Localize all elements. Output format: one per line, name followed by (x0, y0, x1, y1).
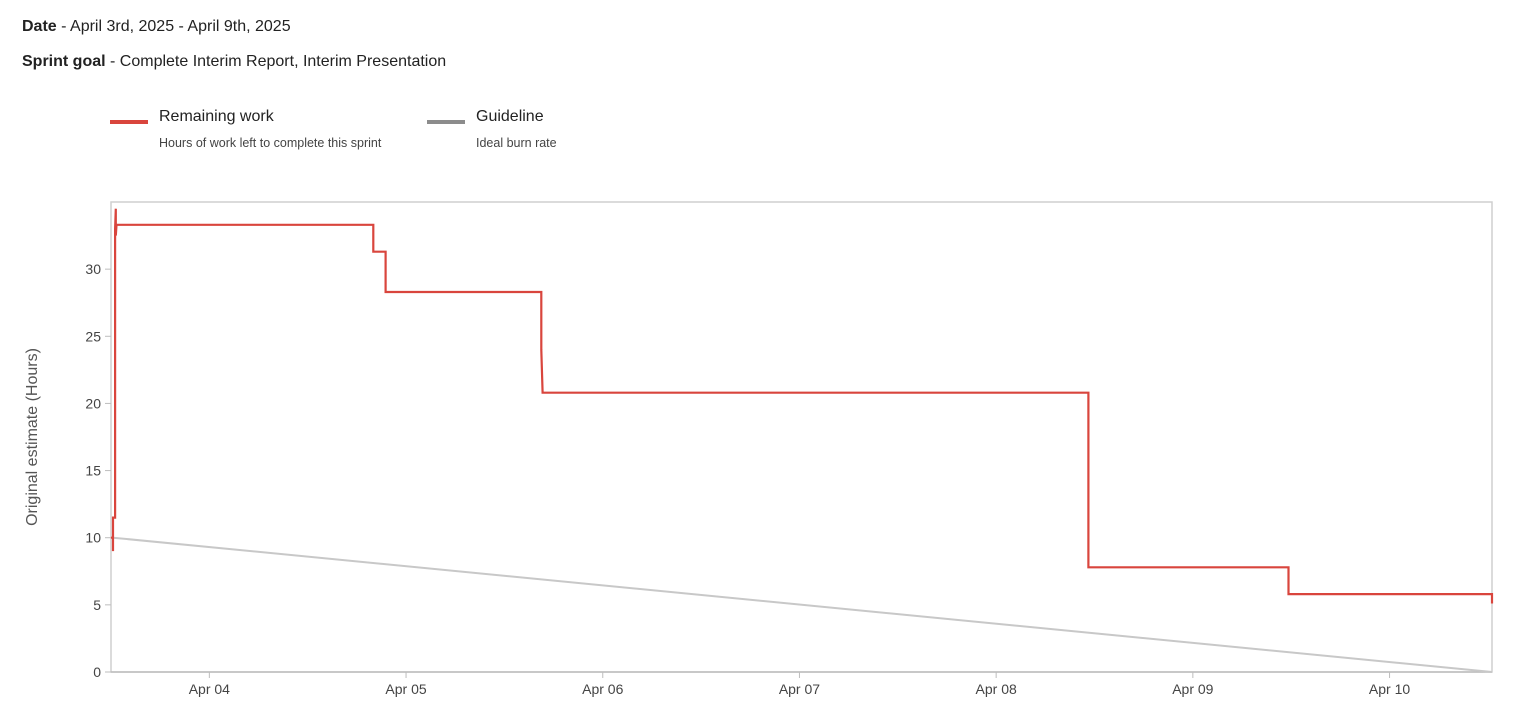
plot-frame (110, 201, 1493, 673)
y-tick-label: 30 (85, 261, 101, 277)
x-tick-label: Apr 09 (1172, 681, 1213, 697)
y-tick-label: 0 (93, 664, 101, 680)
y-tick-label: 25 (85, 328, 101, 344)
goal-value: - Complete Interim Report, Interim Prese… (105, 53, 447, 70)
x-tick-label: Apr 05 (385, 681, 426, 697)
guideline-line (112, 536, 1493, 673)
x-tick-label: Apr 07 (779, 681, 820, 697)
legend-desc-guideline: Ideal burn rate (476, 136, 557, 150)
y-tick-label: 10 (85, 530, 101, 546)
x-tick-label: Apr 10 (1369, 681, 1410, 697)
y-tick-label: 20 (85, 395, 101, 411)
legend-desc-remaining: Hours of work left to complete this spri… (159, 136, 382, 150)
legend-swatch-remaining (110, 120, 148, 124)
date-label: Date (22, 18, 57, 35)
legend-title-guideline: Guideline (476, 108, 544, 125)
x-tick-label: Apr 04 (189, 681, 230, 697)
legend-swatch-guideline (427, 120, 465, 124)
remaining-work-line (111, 208, 1494, 604)
y-axis-title: Original estimate (Hours) (24, 348, 41, 526)
legend-title-remaining: Remaining work (159, 108, 274, 125)
goal-label: Sprint goal (22, 53, 106, 70)
x-tick-label: Apr 08 (976, 681, 1017, 697)
sprint-goal: Sprint goal - Complete Interim Report, I… (22, 53, 446, 71)
y-tick-label: 15 (85, 463, 101, 479)
date-value: - April 3rd, 2025 - April 9th, 2025 (56, 18, 291, 35)
sprint-date: Date - April 3rd, 2025 - April 9th, 2025 (22, 18, 291, 36)
y-tick-label: 5 (93, 597, 101, 613)
x-tick-label: Apr 06 (582, 681, 623, 697)
